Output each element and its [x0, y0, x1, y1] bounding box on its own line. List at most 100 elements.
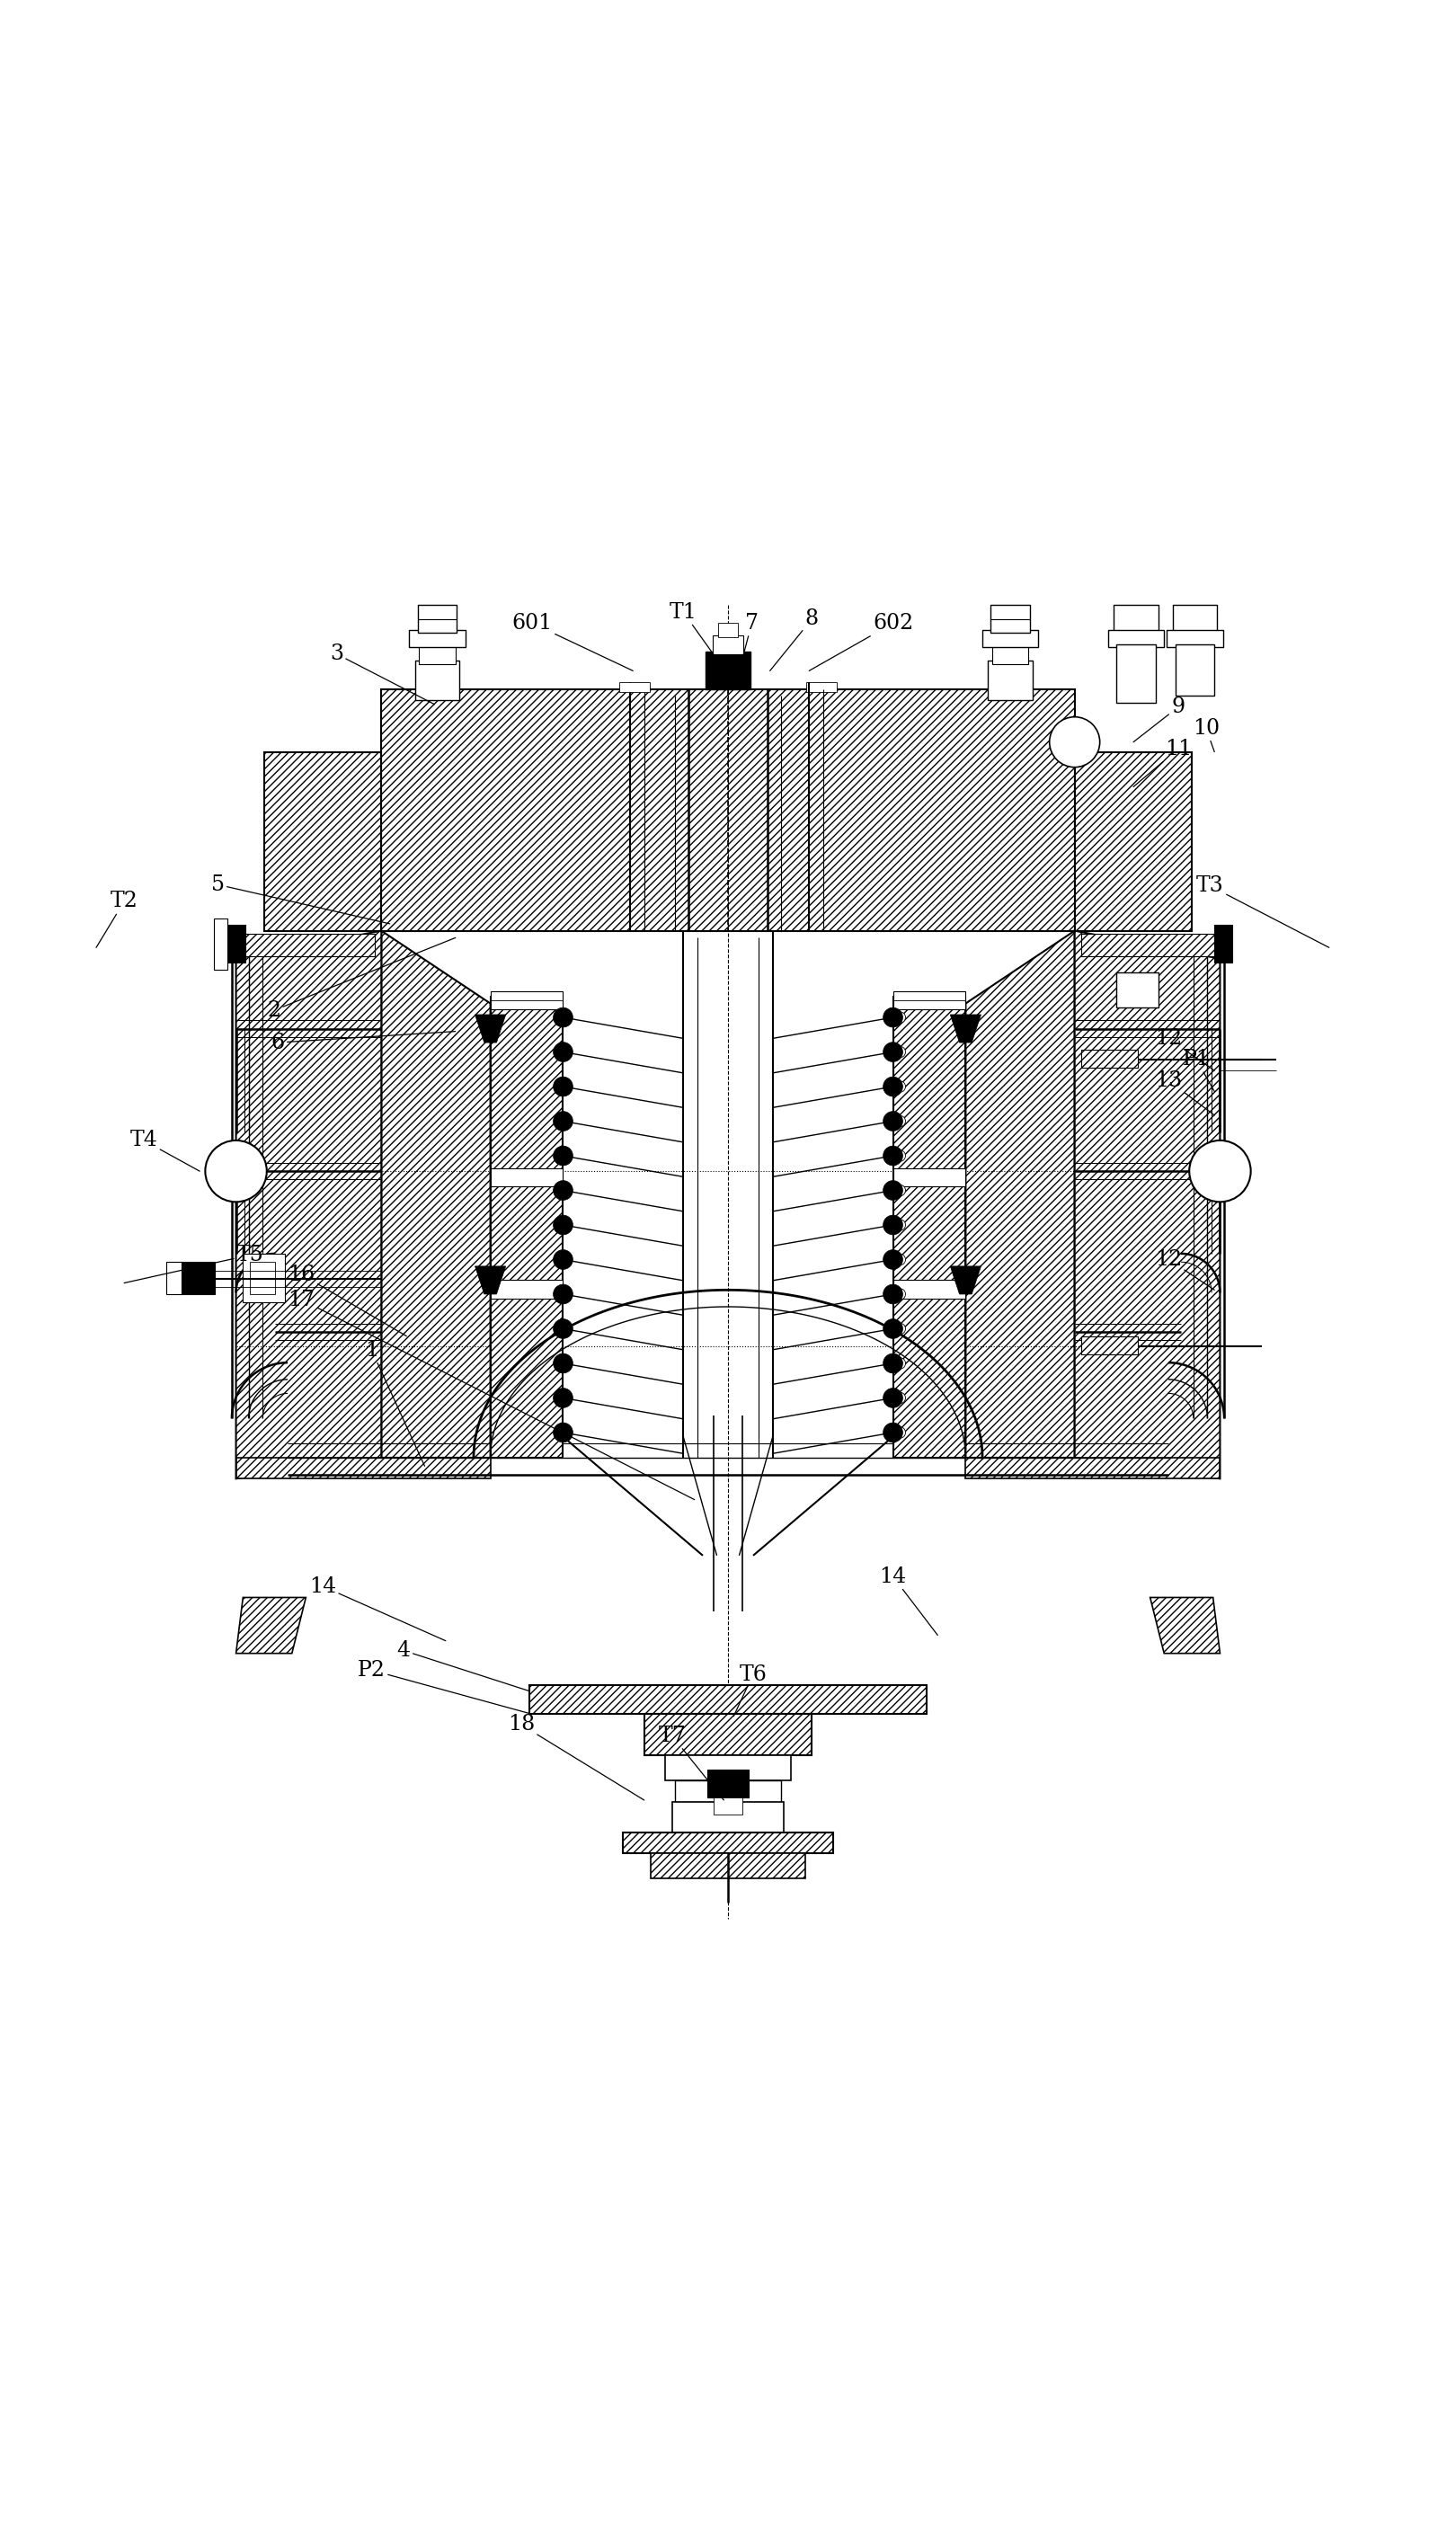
Polygon shape [1075, 751, 1192, 931]
Bar [491, 1279, 563, 1299]
Polygon shape [236, 1596, 306, 1652]
Circle shape [884, 1249, 903, 1269]
Text: P2: P2 [358, 1660, 530, 1713]
Circle shape [894, 1254, 906, 1264]
Bar [893, 990, 965, 1010]
Circle shape [553, 1249, 572, 1269]
Circle shape [894, 1289, 906, 1299]
Polygon shape [644, 1713, 812, 1756]
Text: 12: 12 [1155, 1028, 1214, 1071]
Circle shape [884, 1216, 903, 1236]
Circle shape [884, 1180, 903, 1200]
Circle shape [894, 1013, 906, 1023]
Circle shape [553, 1043, 572, 1061]
Text: 602: 602 [810, 614, 913, 670]
Bar [242, 934, 374, 957]
Bar [718, 624, 738, 637]
Bar [990, 604, 1029, 632]
Circle shape [553, 1008, 572, 1028]
Text: T7: T7 [658, 1726, 724, 1799]
Bar [409, 629, 466, 647]
Circle shape [894, 1322, 906, 1335]
Text: 17: 17 [288, 1289, 695, 1500]
Circle shape [884, 1147, 903, 1165]
Bar [619, 683, 649, 693]
Circle shape [894, 1426, 906, 1439]
Text: 2: 2 [266, 937, 456, 1020]
Polygon shape [236, 931, 381, 1480]
Bar [708, 1769, 748, 1797]
Text: P1: P1 [1182, 1048, 1214, 1091]
Bar [983, 629, 1038, 647]
Text: 9: 9 [1133, 698, 1185, 741]
Text: 5: 5 [211, 873, 390, 924]
Polygon shape [264, 751, 381, 931]
Polygon shape [491, 997, 563, 1457]
Polygon shape [1150, 1596, 1220, 1652]
Bar [491, 990, 563, 1010]
Bar [1082, 934, 1214, 957]
Circle shape [884, 1320, 903, 1338]
Bar [1214, 926, 1233, 962]
Text: 1: 1 [365, 1340, 425, 1467]
Bar [1082, 1051, 1137, 1068]
Circle shape [884, 1112, 903, 1132]
Bar [1172, 604, 1217, 637]
Circle shape [894, 1081, 906, 1091]
Bar [419, 645, 456, 665]
Text: T1: T1 [670, 602, 725, 670]
Circle shape [894, 1393, 906, 1404]
Bar [250, 1261, 275, 1294]
Polygon shape [965, 1457, 1220, 1480]
Polygon shape [1075, 931, 1220, 1480]
Polygon shape [530, 1685, 926, 1713]
Text: 12: 12 [1155, 1249, 1214, 1289]
Circle shape [894, 1185, 906, 1195]
Polygon shape [381, 931, 491, 1457]
Circle shape [553, 1284, 572, 1305]
Circle shape [553, 1353, 572, 1373]
Bar [712, 637, 744, 655]
Bar [1175, 645, 1214, 695]
Text: 4: 4 [397, 1640, 530, 1690]
Bar [673, 1802, 783, 1832]
Text: 601: 601 [513, 614, 633, 670]
Bar [713, 1797, 743, 1815]
Circle shape [884, 1424, 903, 1442]
Polygon shape [951, 1266, 981, 1294]
Text: 16: 16 [288, 1264, 406, 1335]
Polygon shape [951, 1015, 981, 1043]
Circle shape [894, 1117, 906, 1127]
Text: T5: T5 [124, 1244, 264, 1284]
Circle shape [553, 1424, 572, 1442]
Bar [418, 604, 457, 632]
Bar [665, 1756, 791, 1782]
Bar [1117, 645, 1156, 703]
Text: 3: 3 [331, 645, 434, 706]
Polygon shape [651, 1853, 805, 1878]
Circle shape [894, 1358, 906, 1368]
Bar [181, 1261, 215, 1294]
Text: 6: 6 [271, 1030, 456, 1053]
Circle shape [884, 1284, 903, 1305]
Circle shape [884, 1043, 903, 1061]
Bar [706, 652, 750, 688]
Circle shape [553, 1112, 572, 1132]
Circle shape [894, 1218, 906, 1231]
Circle shape [553, 1147, 572, 1165]
Circle shape [553, 1388, 572, 1409]
Circle shape [553, 1320, 572, 1338]
Circle shape [553, 1216, 572, 1236]
Bar [491, 1167, 563, 1188]
Bar [992, 645, 1028, 665]
Text: 14: 14 [879, 1566, 938, 1634]
Text: 13: 13 [1155, 1071, 1214, 1114]
Text: T6: T6 [734, 1665, 767, 1716]
Text: 18: 18 [508, 1713, 644, 1799]
Bar [676, 1782, 780, 1802]
Text: 14: 14 [309, 1576, 446, 1640]
Circle shape [884, 1388, 903, 1409]
Circle shape [884, 1076, 903, 1096]
Text: T2: T2 [96, 891, 138, 947]
Text: 7: 7 [740, 614, 759, 670]
